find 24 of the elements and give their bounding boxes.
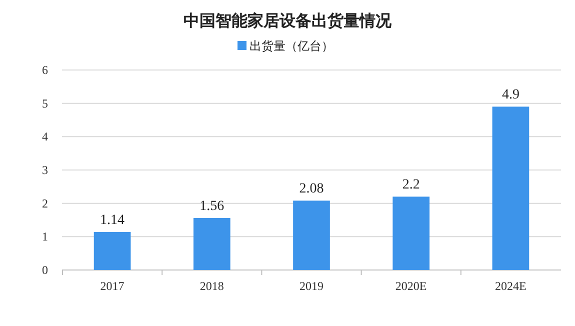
bar	[193, 218, 230, 270]
legend-label: 出货量（亿台）	[250, 39, 334, 53]
x-tick-label: 2018	[200, 279, 224, 293]
bar	[293, 200, 330, 270]
data-label: 1.14	[100, 213, 125, 228]
y-tick-label: 5	[42, 96, 48, 110]
data-label: 1.56	[200, 199, 224, 214]
y-tick-label: 0	[42, 263, 48, 277]
bar	[94, 232, 131, 270]
y-tick-label: 6	[42, 63, 48, 77]
data-label: 2.2	[402, 178, 420, 193]
x-tick-label: 2017	[100, 279, 124, 293]
y-tick-label: 4	[42, 130, 48, 144]
data-label: 4.9	[502, 88, 520, 103]
bar	[392, 196, 430, 270]
bar	[492, 106, 530, 270]
x-tick-label: 2020E	[395, 279, 427, 293]
data-label: 2.08	[299, 182, 324, 197]
y-tick-label: 3	[42, 163, 48, 177]
x-tick-label: 2024E	[495, 279, 526, 293]
y-tick-label: 1	[42, 230, 48, 244]
y-tick-label: 2	[42, 196, 48, 210]
x-tick-label: 2019	[300, 279, 324, 293]
chart-title: 中国智能家居设备出货量情况	[184, 11, 392, 30]
